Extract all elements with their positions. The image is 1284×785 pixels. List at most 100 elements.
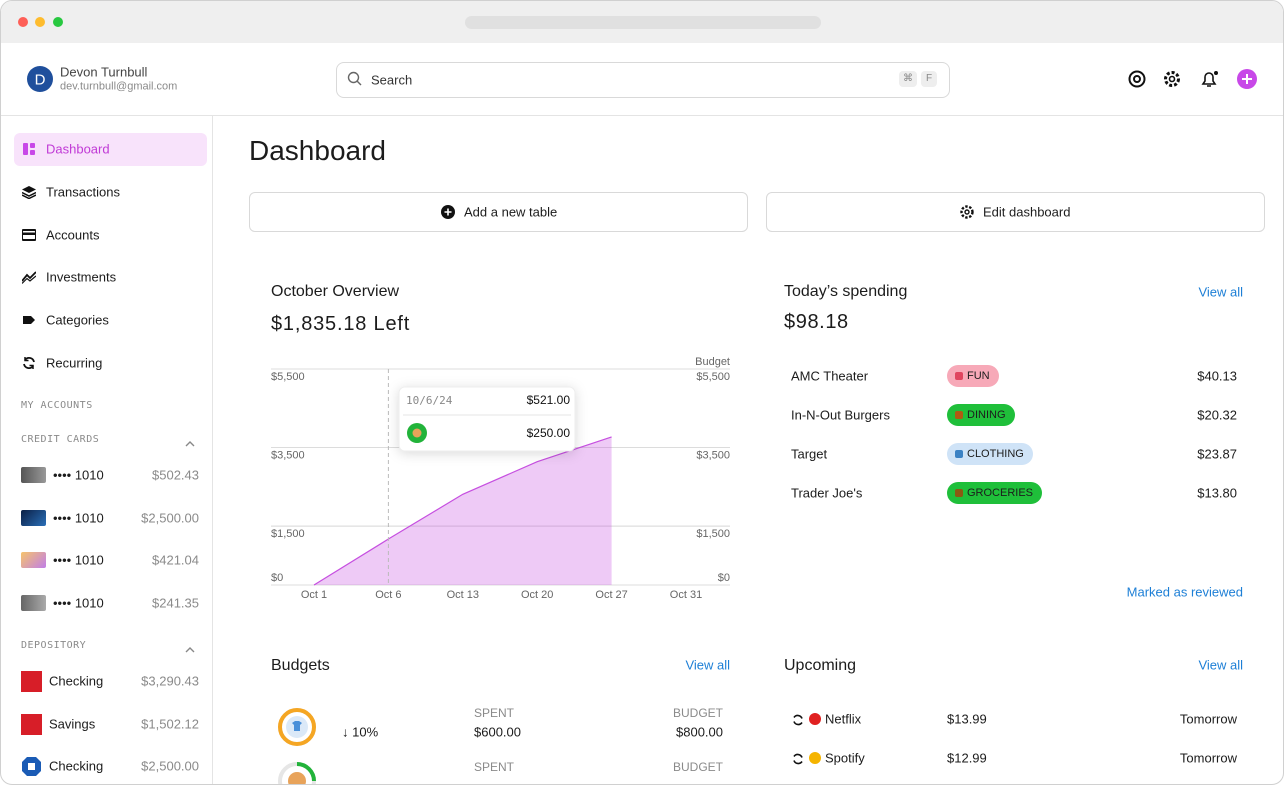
search-box[interactable]: [336, 62, 950, 98]
nav-item[interactable]: Recurring: [46, 355, 103, 371]
card-thumbnail: [21, 595, 46, 611]
avatar-initial: D: [34, 71, 46, 89]
tooltip-total: $521.00: [527, 393, 571, 407]
account-name[interactable]: •••• 1010: [53, 467, 104, 483]
nav-item[interactable]: Investments: [46, 269, 117, 285]
add-table-button[interactable]: [249, 192, 748, 232]
x-tick-label: Oct 6: [375, 589, 401, 601]
user-email: dev.turnbull@gmail.com: [60, 80, 178, 93]
budget-label: BUDGET: [672, 760, 723, 774]
sidebar: [1, 116, 213, 784]
y2-tick-label: $5,500: [696, 371, 730, 383]
avatar[interactable]: [27, 66, 53, 92]
card-thumbnail: [21, 467, 46, 483]
account-name[interactable]: •••• 1010: [53, 552, 104, 568]
tag-icon: [955, 411, 963, 419]
x-tick-label: Oct 31: [670, 589, 702, 601]
nav-icon: [21, 270, 37, 284]
shortcut-key: F: [920, 71, 938, 87]
account-balance: $3,290.43: [141, 673, 199, 689]
merchant-name: AMC Theater: [791, 368, 869, 384]
marked-reviewed-link[interactable]: Marked as reviewed: [1126, 584, 1243, 600]
nav-item[interactable]: Dashboard: [46, 141, 110, 157]
budget-label: SPENT: [474, 706, 515, 720]
nav-item[interactable]: Accounts: [46, 227, 100, 243]
account-name[interactable]: Checking: [49, 673, 104, 689]
view-all-link[interactable]: View all: [685, 657, 730, 673]
collapse-chevron[interactable]: [185, 435, 195, 447]
nav-active-bg: [14, 133, 207, 166]
button-label: Add a new table: [464, 204, 558, 220]
y2-axis-label: Budget: [695, 356, 730, 368]
shortcut-key: ⌘: [899, 71, 917, 87]
budget-spent: $600.00: [474, 724, 521, 740]
nav-item[interactable]: Transactions: [46, 184, 120, 200]
spending-amount: $40.13: [1197, 368, 1237, 384]
page-title: Dashboard: [249, 135, 386, 166]
y2-tick-label: $3,500: [696, 449, 730, 461]
merchant-name: In-N-Out Burgers: [791, 407, 890, 423]
spending-amount: $13.80: [1197, 485, 1237, 501]
account-name[interactable]: •••• 1010: [53, 595, 104, 611]
spending-total: $98.18: [784, 311, 849, 333]
account-name[interactable]: Savings: [49, 716, 96, 732]
card-title: Budgets: [271, 657, 330, 674]
overview-amount: $1,835.18 Left: [271, 313, 411, 335]
budget-change: ↓ 10%: [342, 724, 379, 740]
tooltip-box: [398, 386, 576, 452]
merchant-name: Target: [791, 446, 828, 462]
x-tick-label: Oct 13: [447, 589, 479, 601]
nav-icon: [21, 228, 37, 242]
y-tick-label: $5,500: [271, 371, 305, 383]
y-tick-label: $3,500: [271, 449, 305, 461]
service-name: Netflix: [825, 711, 862, 727]
spending-amount: $20.32: [1197, 407, 1237, 423]
y-tick-label: $0: [271, 572, 283, 584]
bank-logo: [21, 714, 42, 735]
y2-tick-label: $1,500: [696, 528, 730, 540]
window-controls: [18, 16, 821, 29]
section-label: MY ACCOUNTS: [21, 400, 93, 411]
view-all-link[interactable]: View all: [1198, 657, 1243, 673]
edit-dashboard-button[interactable]: [766, 192, 1265, 232]
nav-icon: [22, 313, 36, 327]
view-all-link[interactable]: View all: [1198, 284, 1243, 300]
collapse-chevron[interactable]: [185, 641, 195, 653]
overview-chart: $0 $1,500 $3,500 $5,500 $0 $1,500 $3,500 $5,500…: [271, 356, 730, 601]
budget-amount: $800.00: [676, 724, 723, 740]
budget-label: BUDGET: [672, 706, 723, 720]
tooltip-amount: $250.00: [527, 426, 571, 440]
account-balance: $421.04: [152, 552, 199, 568]
bank-logo: [21, 756, 42, 777]
add-icon: [441, 205, 455, 219]
service-icon: [809, 713, 821, 725]
budget-label: SPENT: [474, 760, 515, 774]
spending-amount: $23.87: [1197, 446, 1237, 462]
category-tag: FUN: [947, 365, 999, 387]
account-name[interactable]: •••• 1010: [53, 510, 104, 526]
service-amount: $13.99: [947, 711, 987, 727]
x-tick-label: Oct 27: [595, 589, 627, 601]
header-icons[interactable]: [1121, 63, 1266, 95]
account-name[interactable]: Checking: [49, 758, 104, 774]
service-due: Tomorrow: [1179, 750, 1237, 766]
area-line: [313, 436, 612, 586]
group-label: DEPOSITORY: [21, 640, 87, 651]
group-label: CREDIT CARDS: [21, 434, 100, 445]
x-tick-label: Oct 20: [521, 589, 553, 601]
tooltip-date: 10/6/24: [406, 394, 453, 407]
button-label: Edit dashboard: [983, 204, 1071, 220]
header: [1, 43, 1283, 116]
bank-logo: [21, 671, 42, 692]
service-due: Tomorrow: [1179, 711, 1237, 727]
gear-icon: [960, 205, 974, 219]
search-placeholder: Search: [371, 72, 413, 88]
nav-icon: [22, 356, 36, 370]
y-tick-label: $1,500: [271, 528, 305, 540]
nav-item[interactable]: Categories: [46, 312, 109, 328]
merchant-name: Trader Joe's: [791, 485, 863, 501]
account-balance: $502.43: [152, 467, 199, 483]
budget-rings: [278, 708, 316, 784]
card-title: Today’s spending: [784, 283, 908, 300]
